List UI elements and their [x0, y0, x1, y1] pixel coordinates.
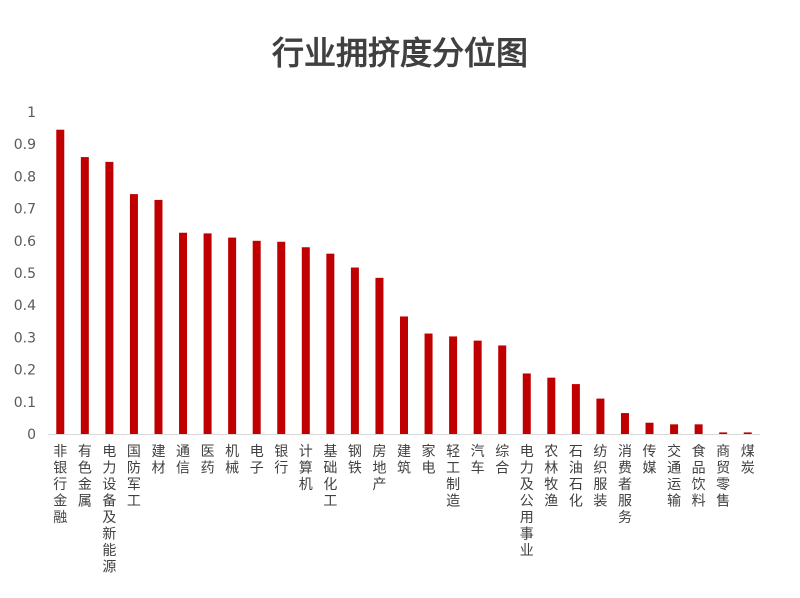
bar [326, 253, 335, 434]
x-tick-label: 食品饮料 [692, 443, 706, 510]
x-tick-label: 综合 [495, 444, 509, 477]
x-tick-label: 银行 [274, 444, 288, 477]
bar [596, 398, 605, 434]
x-tick-label: 煤炭 [741, 444, 755, 477]
bar [129, 194, 138, 434]
bar [424, 333, 433, 434]
bar [350, 267, 359, 434]
bar [80, 157, 89, 434]
bar [620, 413, 629, 434]
x-tick-label: 房地产 [372, 444, 386, 493]
x-tick-label: 电子 [250, 444, 264, 477]
x-tick-label: 计算机 [299, 444, 313, 493]
x-tick-label: 通信 [176, 444, 190, 477]
x-tick-label: 商贸零售 [716, 444, 730, 510]
y-tick-label: 0.2 [14, 363, 36, 379]
x-tick-label: 医药 [201, 444, 215, 477]
y-tick-label: 0 [27, 427, 36, 443]
x-tick-label: 国防军工 [127, 444, 141, 510]
bar [571, 384, 580, 434]
x-tick-label: 非银行金融 [53, 444, 67, 526]
bar [56, 129, 65, 434]
bar [449, 336, 458, 434]
y-tick-label: 0.1 [14, 395, 36, 411]
bar [105, 161, 114, 434]
x-tick-label: 钢铁 [348, 444, 362, 477]
x-tick-label: 汽车 [471, 444, 485, 477]
x-tick-label: 有色金属 [78, 444, 92, 510]
x-tick-label: 传媒 [643, 444, 657, 477]
x-tick-label: 交通运输 [667, 443, 681, 510]
x-axis-labels: 非银行金融有色金属电力设备及新能源国防军工建材通信医药机械电子银行计算机基础化工… [53, 443, 754, 576]
bar [670, 424, 679, 434]
y-tick-label: 1 [27, 105, 36, 121]
y-tick-label: 0.3 [14, 330, 36, 346]
y-tick-label: 0.6 [14, 234, 36, 250]
x-tick-label: 石油石化 [569, 444, 583, 510]
bar [154, 199, 163, 434]
x-tick-label: 农林牧渔 [544, 444, 558, 510]
bar [277, 241, 286, 434]
y-tick-label: 0.7 [14, 202, 36, 218]
bar [719, 432, 728, 434]
bar [400, 316, 408, 434]
x-tick-label: 基础化工 [323, 443, 337, 510]
bar [473, 340, 482, 434]
bar [179, 232, 188, 434]
x-tick-label: 建筑 [397, 444, 411, 477]
chart-title: 行业拥挤度分位图 [271, 34, 528, 72]
x-tick-label: 纺织服装 [593, 444, 607, 510]
y-axis: 0 0.1 0.2 0.3 0.4 0.5 0.6 0.7 0.8 0.9 1 [14, 105, 36, 443]
bar [694, 424, 703, 434]
x-tick-label: 轻工制造 [446, 444, 460, 510]
bars [56, 129, 752, 434]
y-tick-label: 0.5 [14, 266, 36, 282]
x-tick-label: 家电 [422, 443, 436, 477]
bar [547, 377, 556, 434]
y-tick-label: 0.4 [14, 298, 36, 314]
y-tick-label: 0.8 [14, 169, 36, 185]
x-tick-label: 电力及公用事业 [520, 444, 534, 559]
bar [228, 237, 237, 434]
x-tick-label: 消费者服务 [618, 444, 632, 526]
x-tick-label: 机械 [225, 444, 239, 477]
x-tick-label: 电力设备及新能源 [102, 444, 116, 576]
bar [645, 422, 654, 434]
bar [301, 247, 310, 434]
bar [203, 233, 212, 434]
bar [252, 240, 261, 434]
bar [522, 373, 531, 434]
y-tick-label: 0.9 [14, 137, 36, 153]
bar [743, 432, 752, 434]
bar [375, 277, 384, 434]
bar [498, 345, 507, 434]
x-tick-label: 建材 [151, 444, 165, 477]
